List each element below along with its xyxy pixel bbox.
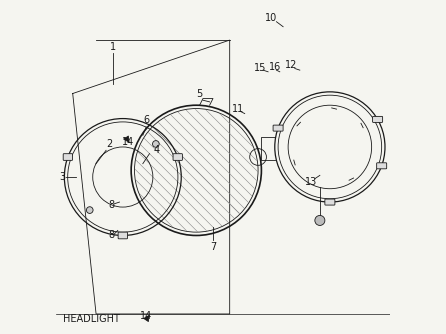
Text: 4: 4 [153, 145, 159, 155]
Text: 10: 10 [265, 13, 277, 23]
Text: 8: 8 [108, 230, 114, 240]
Circle shape [87, 207, 93, 213]
Text: 6: 6 [143, 115, 149, 125]
FancyBboxPatch shape [372, 116, 383, 122]
Text: 12: 12 [285, 60, 297, 70]
FancyBboxPatch shape [118, 232, 128, 239]
Text: 14: 14 [122, 137, 134, 147]
FancyBboxPatch shape [377, 163, 387, 169]
FancyBboxPatch shape [273, 125, 283, 131]
Text: 5: 5 [197, 89, 203, 99]
Text: 1: 1 [110, 42, 116, 52]
FancyBboxPatch shape [325, 199, 335, 205]
Text: 16: 16 [268, 62, 281, 72]
Text: 2: 2 [106, 139, 112, 149]
Text: 11: 11 [232, 104, 244, 114]
Text: 3: 3 [60, 172, 66, 182]
Circle shape [315, 215, 325, 225]
Text: 7: 7 [210, 242, 216, 252]
FancyBboxPatch shape [173, 154, 182, 160]
Text: 8: 8 [108, 200, 114, 210]
Circle shape [153, 141, 159, 147]
Text: 13: 13 [306, 177, 318, 187]
Text: HEADLIGHT: HEADLIGHT [63, 314, 120, 324]
FancyBboxPatch shape [63, 154, 73, 160]
Text: 14: 14 [140, 311, 152, 321]
Text: 15: 15 [254, 63, 266, 73]
